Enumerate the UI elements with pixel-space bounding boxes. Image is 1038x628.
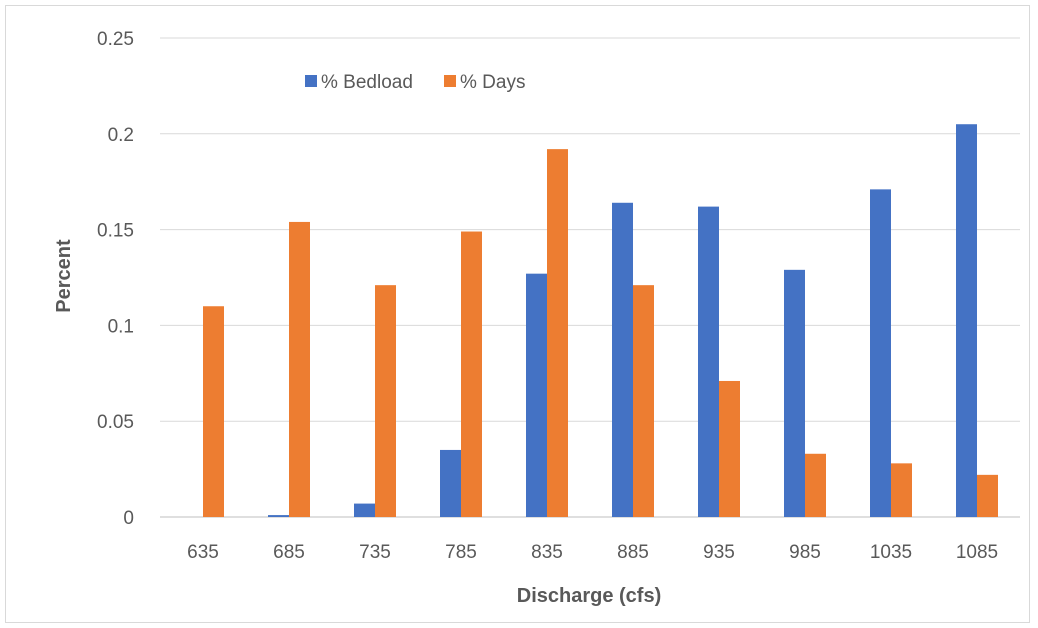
bar-days: [289, 221, 310, 517]
x-tick-label: 635: [187, 542, 219, 563]
legend: % Bedload % Days: [305, 72, 525, 93]
bar-bedload: [870, 189, 891, 517]
legend-swatch-days: [444, 75, 456, 87]
y-tick-label: 0.25: [97, 29, 134, 50]
bar-days: [805, 453, 826, 517]
bar-bedload: [698, 206, 719, 517]
x-tick-label: 935: [703, 542, 735, 563]
legend-label-days: % Days: [460, 72, 525, 93]
bar-days: [203, 306, 224, 517]
chart-border: [5, 5, 1030, 623]
bar-days: [891, 463, 912, 517]
bar-days: [633, 285, 654, 517]
legend-swatch-bedload: [305, 75, 317, 87]
y-tick-label: 0.15: [97, 221, 134, 242]
bar-bedload: [440, 449, 461, 517]
x-axis-ticks: 635 685 735 785 835 885 935 985 1035 1085: [187, 542, 998, 563]
x-tick-label: 735: [359, 542, 391, 563]
bar-bedload: [956, 124, 977, 517]
x-tick-label: 1035: [870, 542, 912, 563]
bar-days: [461, 231, 482, 518]
x-tick-label: 1085: [956, 542, 998, 563]
bar-days: [719, 380, 740, 517]
y-tick-label: 0.2: [108, 125, 134, 146]
legend-label-bedload: % Bedload: [321, 72, 413, 93]
y-tick-label: 0: [123, 508, 134, 529]
bar-days: [375, 285, 396, 517]
bar-bedload: [612, 202, 633, 517]
bar-days: [547, 149, 568, 518]
x-tick-label: 835: [531, 542, 563, 563]
x-tick-label: 885: [617, 542, 649, 563]
x-tick-label: 685: [273, 542, 305, 563]
bar-bedload: [784, 269, 805, 517]
bars: [203, 124, 998, 518]
x-tick-label: 985: [789, 542, 821, 563]
bar-days: [977, 474, 998, 517]
bar-bedload: [354, 503, 375, 517]
y-tick-label: 0.1: [108, 316, 134, 337]
y-tick-label: 0.05: [97, 412, 134, 433]
bar-bedload: [526, 273, 547, 517]
bar-bedload: [268, 515, 289, 517]
y-axis-ticks: 0 0.05 0.1 0.15 0.2 0.25: [97, 29, 134, 529]
x-axis-title: Discharge (cfs): [517, 585, 662, 607]
y-axis-title: Percent: [53, 239, 75, 313]
x-tick-label: 785: [445, 542, 477, 563]
